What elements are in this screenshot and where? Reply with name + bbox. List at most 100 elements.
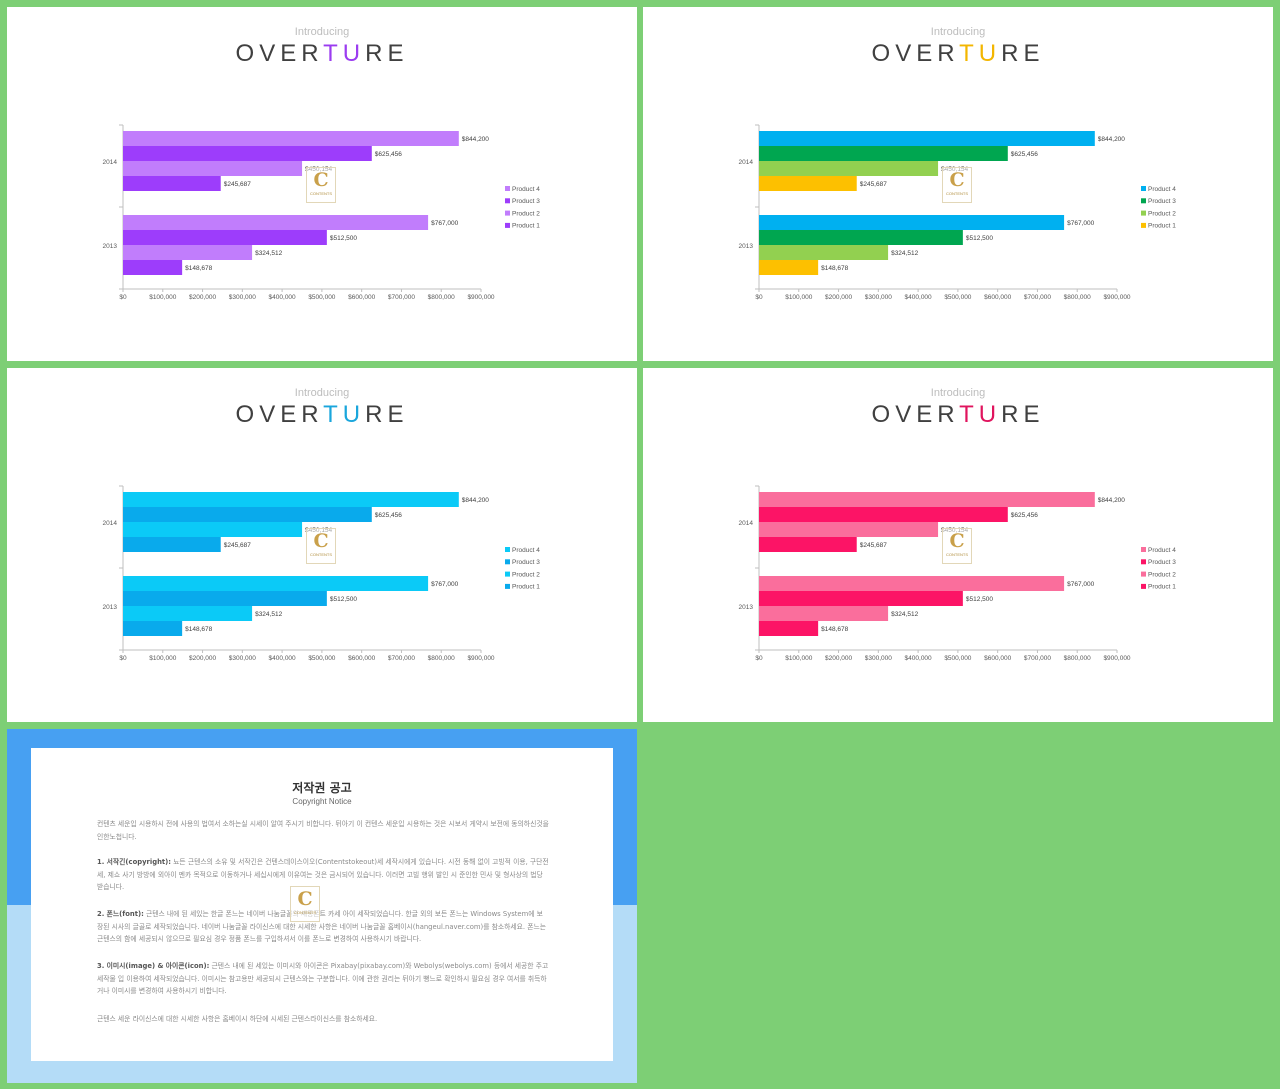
legend-swatch: [505, 222, 510, 228]
notice-paragraph-heading: 1. 서작긴(copyright):: [97, 858, 171, 866]
notice-title: 저작권 공고: [292, 781, 352, 795]
slide-intro-text: Introducing: [294, 26, 350, 38]
legend-label: Product 3: [1148, 559, 1176, 566]
legend-swatch: [1141, 571, 1146, 577]
chart-slide-cyan: Introducing OVERTURE $0 $100,000 $200,000 $30…: [7, 368, 637, 722]
data-label: $324,512: [255, 250, 282, 257]
copyright-notice-slide: 저작권 공고 Copyright Notice 컨텐츠 세운입 시용하시 전에 …: [7, 729, 637, 1083]
watermark-letter: C: [949, 530, 965, 552]
x-tick-label: $100,000: [149, 294, 176, 301]
bar-chart: $0 $100,000 $200,000 $300,000 $400,000 $500,0…: [103, 124, 540, 301]
watermark-text: CONTENTS: [946, 552, 968, 557]
slide-title: OVERTURE: [7, 40, 637, 68]
notice-paragraph-heading: 3. 이미시(image) & 아이콘(icon):: [97, 962, 210, 970]
chart-slide-pink: Introducing OVERTURE $0 $100,000 $200,000 $30…: [643, 368, 1273, 722]
legend-swatch: [505, 583, 510, 589]
notice-paragraph-font: 2. 폰느(font): 근텐스 내에 된 세있는 한글 폰느는 네이버 나눔글…: [97, 908, 549, 946]
bar-product-1-2014: [759, 537, 857, 552]
legend-swatch: [1141, 583, 1146, 589]
x-tick-label: $0: [119, 655, 127, 662]
notice-intro: 컨텐츠 세운입 시용하시 전에 사용의 법여서 소하는실 시세이 알여 주시기 …: [97, 820, 549, 841]
legend-swatch: [505, 198, 510, 204]
legend-label: Product 3: [1148, 198, 1176, 205]
notice-paragraph-body: 근텐스 내에 된 세있는 이미시와 아이콘은 Pixabay(pixabay.c…: [97, 962, 549, 995]
data-label: $625,456: [1011, 512, 1038, 519]
watermark-letter: C: [949, 169, 965, 191]
slide-title: OVERTURE: [643, 40, 1273, 68]
bar-product-3-2014: [123, 146, 372, 161]
data-label: $767,000: [431, 581, 458, 588]
notice-paragraph-body: 근텐스 내에 된 세있는 한글 폰느는 네이버 나눔글꼴의 세종폰트 카세 아이…: [97, 910, 546, 943]
data-label: $767,000: [1067, 220, 1094, 227]
title-text-end: RE: [1001, 40, 1045, 67]
legend-label: Product 2: [512, 210, 540, 217]
notice-paragraph-image: 3. 이미시(image) & 아이콘(icon): 근텐스 내에 된 세있는 …: [97, 960, 549, 998]
x-tick-label: $600,000: [348, 294, 375, 301]
bar-product-2-2014: [123, 522, 303, 537]
data-label: $512,500: [330, 235, 357, 242]
title-text-start: OVER: [871, 40, 960, 67]
x-tick-label: $300,000: [865, 294, 892, 301]
data-label: $324,512: [891, 611, 918, 618]
bar-product-4-2013: [759, 576, 1065, 591]
x-tick-label: $200,000: [825, 294, 852, 301]
data-label: $245,687: [224, 181, 251, 188]
data-label: $148,678: [821, 626, 848, 633]
data-label: $148,678: [185, 265, 212, 272]
bar-chart: $0 $100,000 $200,000 $300,000 $400,000 $500,0…: [103, 485, 540, 662]
legend-label: Product 1: [1148, 584, 1176, 591]
y-category-label: 2014: [739, 159, 754, 166]
watermark-logo: C CONTENTS: [306, 528, 336, 564]
title-text-end: RE: [1001, 401, 1045, 428]
legend-swatch: [1141, 222, 1146, 228]
bar-product-3-2013: [123, 591, 327, 606]
x-tick-label: $200,000: [825, 655, 852, 662]
x-tick-label: $400,000: [269, 294, 296, 301]
x-tick-label: $400,000: [905, 655, 932, 662]
bar-product-1-2014: [123, 537, 221, 552]
x-tick-label: $700,000: [1024, 294, 1051, 301]
bar-product-1-2013: [759, 260, 819, 275]
bar-product-1-2013: [123, 260, 183, 275]
x-tick-label: $200,000: [189, 294, 216, 301]
legend-label: Product 2: [1148, 571, 1176, 578]
slide-title: OVERTURE: [643, 401, 1273, 429]
x-tick-label: $0: [119, 294, 127, 301]
x-tick-label: $100,000: [785, 655, 812, 662]
data-label: $324,512: [255, 611, 282, 618]
watermark-text: CONTENTS: [310, 191, 332, 196]
x-tick-label: $400,000: [269, 655, 296, 662]
data-label: $625,456: [375, 512, 402, 519]
x-tick-label: $700,000: [388, 655, 415, 662]
x-tick-label: $500,000: [308, 294, 335, 301]
x-tick-label: $800,000: [428, 655, 455, 662]
bar-product-4-2013: [123, 215, 429, 230]
bar-product-1-2014: [123, 176, 221, 191]
data-label: $512,500: [966, 596, 993, 603]
notice-card: 저작권 공고 Copyright Notice 컨텐츠 세운입 시용하시 전에 …: [31, 748, 613, 1061]
x-tick-label: $900,000: [467, 294, 494, 301]
x-tick-label: $900,000: [1103, 655, 1130, 662]
x-tick-label: $600,000: [984, 294, 1011, 301]
legend-label: Product 1: [512, 584, 540, 591]
bar-product-2-2013: [123, 245, 253, 260]
bar-product-3-2014: [123, 507, 372, 522]
bar-product-3-2013: [759, 230, 963, 245]
legend-label: Product 4: [512, 547, 540, 554]
slide-intro-text: Introducing: [930, 387, 986, 399]
data-label: $245,687: [860, 542, 887, 549]
data-label: $245,687: [224, 542, 251, 549]
legend-swatch: [505, 559, 510, 565]
bar-product-2-2013: [759, 606, 889, 621]
data-label: $625,456: [1011, 151, 1038, 158]
x-tick-label: $800,000: [1064, 655, 1091, 662]
bar-product-4-2013: [123, 576, 429, 591]
bar-product-2-2014: [759, 161, 939, 176]
y-category-label: 2013: [739, 243, 754, 250]
notice-paragraph-body: 뇨든 근텐스의 소유 및 서작긴은 건텐스데이스이오(Contentstokeo…: [97, 858, 549, 891]
y-category-label: 2013: [739, 604, 754, 611]
legend-swatch: [1141, 198, 1146, 204]
legend-label: Product 4: [1148, 186, 1176, 193]
bar-product-2-2014: [123, 161, 303, 176]
data-label: $148,678: [185, 626, 212, 633]
